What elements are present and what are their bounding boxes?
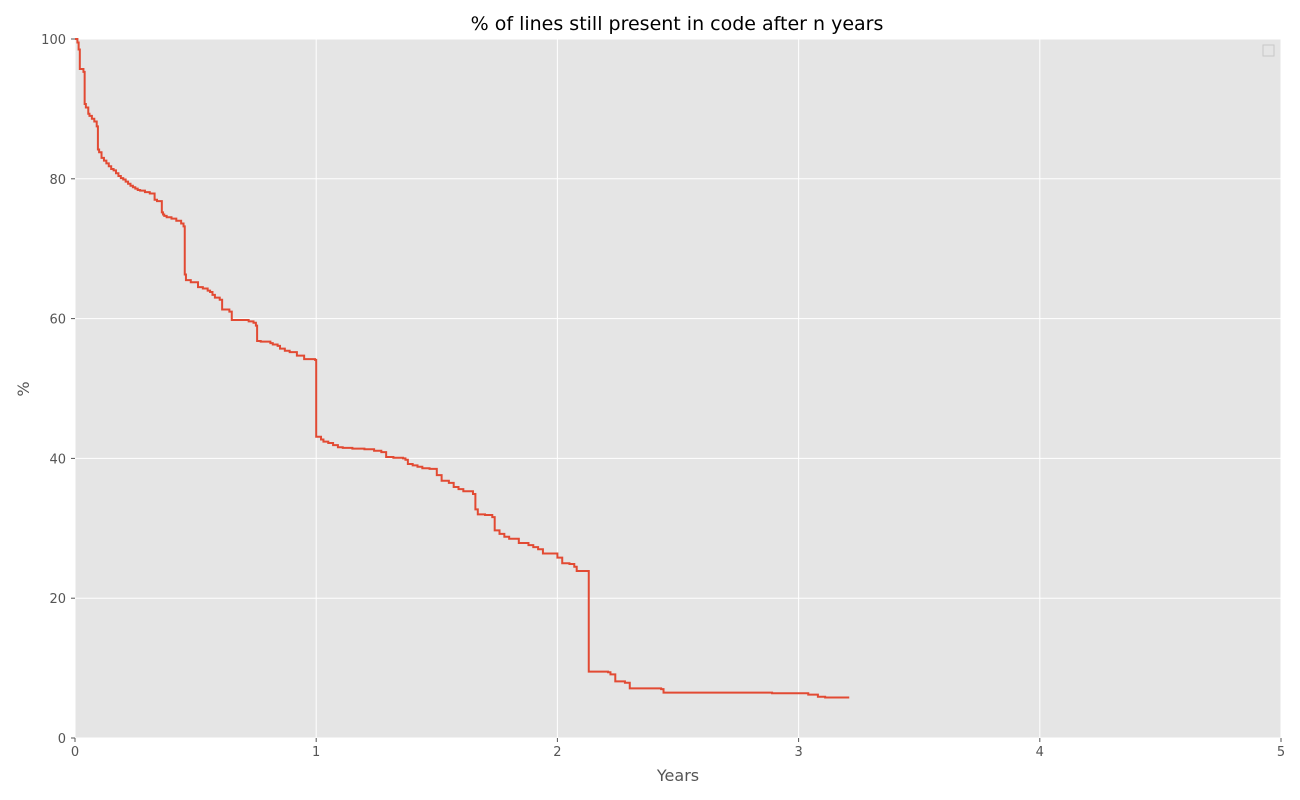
y-tick-label: 40 (49, 452, 66, 467)
y-tick-label: 80 (49, 173, 66, 188)
series-lines (75, 38, 850, 699)
chart-title: % of lines still present in code after n… (471, 13, 884, 35)
x-tick-label: 3 (794, 745, 802, 760)
x-tick-label: 0 (71, 745, 79, 760)
y-tick-label: 60 (49, 313, 66, 328)
x-axis-label: Years (656, 766, 699, 785)
x-tick-label: 4 (1036, 745, 1044, 760)
tick-marks (71, 38, 1282, 742)
grid-lines (74, 38, 1282, 739)
x-tick-labels: 0 1 2 3 4 5 (71, 745, 1285, 760)
y-axis-label: % (14, 381, 33, 396)
plot-area (75, 39, 1281, 738)
y-tick-label: 0 (58, 732, 66, 747)
x-tick-label: 2 (553, 745, 561, 760)
y-tick-labels: 0 20 40 60 80 100 (41, 33, 66, 747)
x-tick-label: 5 (1277, 745, 1285, 760)
series-line (75, 38, 850, 699)
y-tick-label: 100 (41, 33, 66, 48)
x-tick-label: 1 (312, 745, 320, 760)
y-tick-label: 20 (49, 592, 66, 607)
legend-box (1262, 44, 1275, 57)
